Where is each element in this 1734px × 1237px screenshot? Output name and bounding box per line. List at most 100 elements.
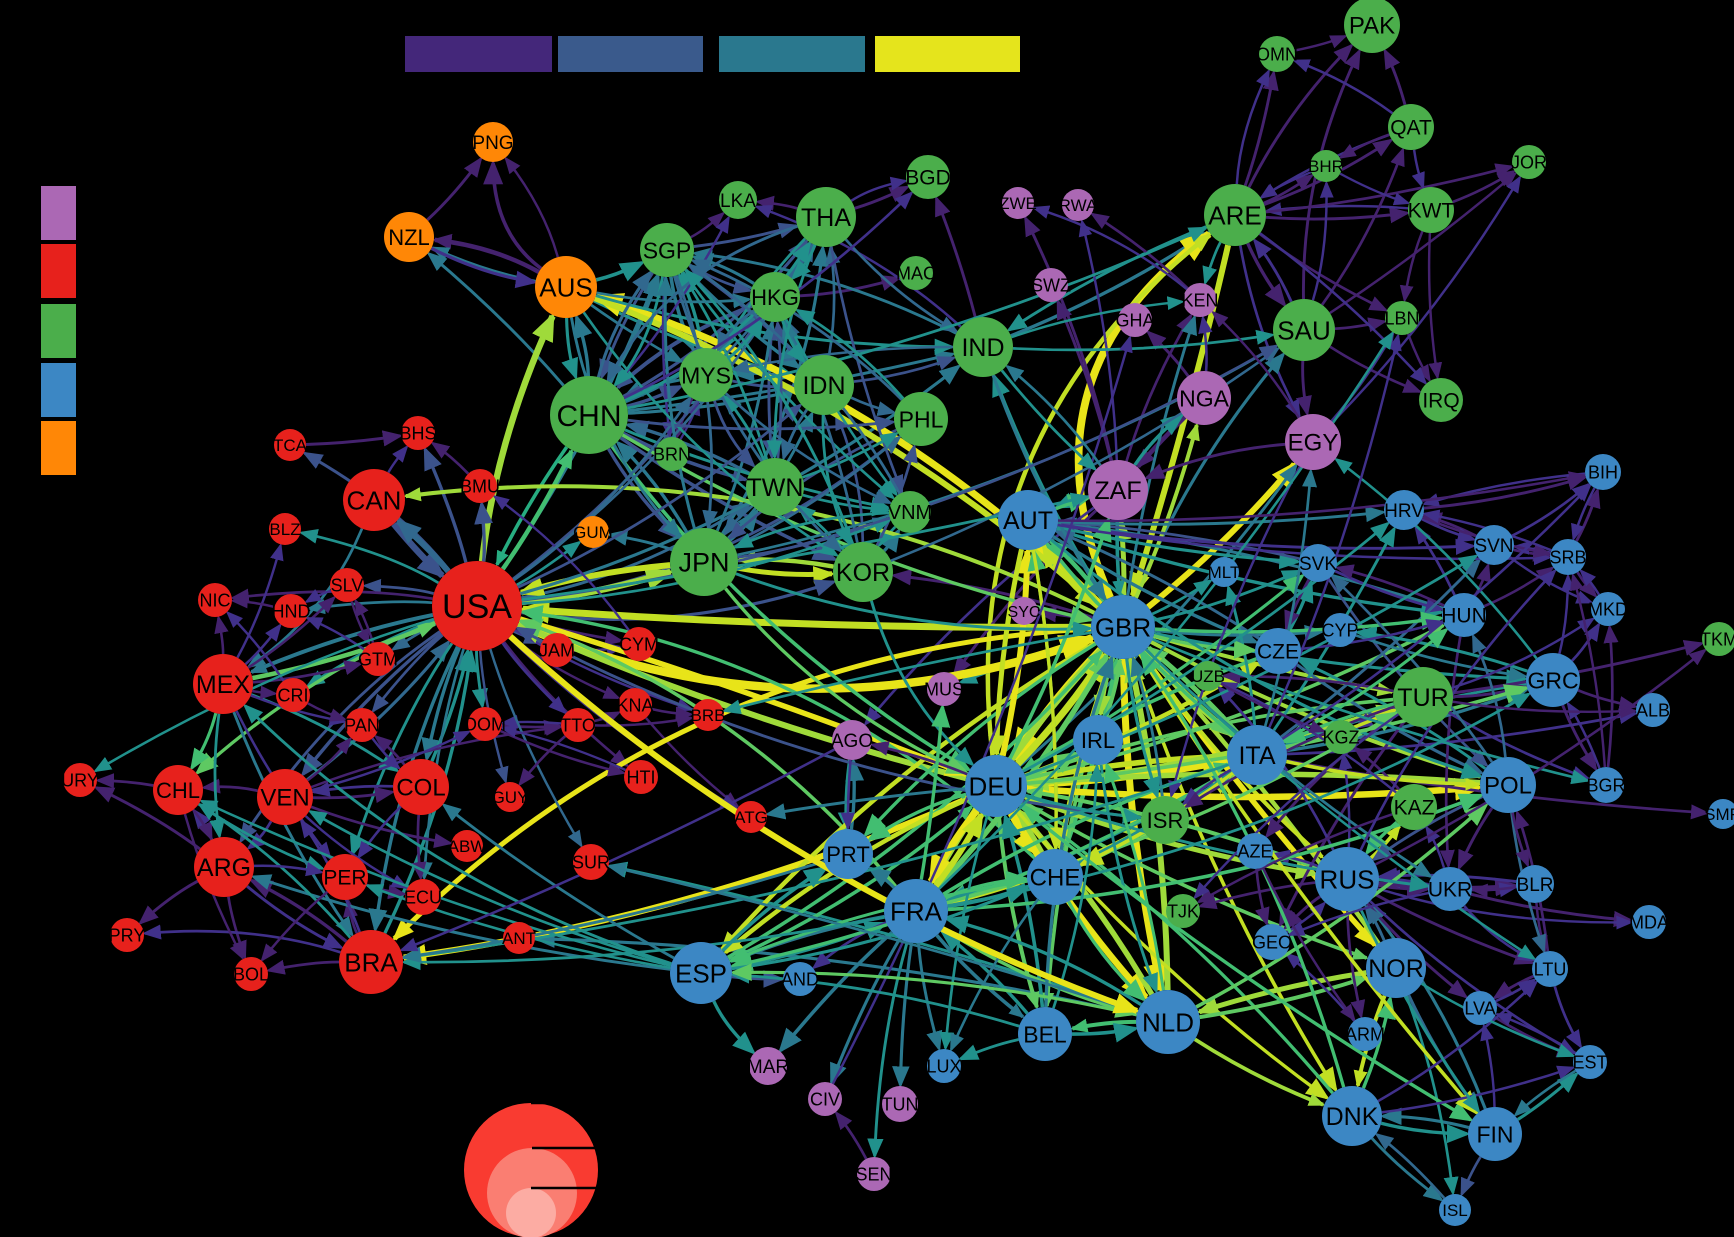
svg-text:LUX: LUX [926,1056,961,1076]
svg-text:ECU: ECU [404,887,442,907]
svg-text:VNM: VNM [888,502,932,524]
svg-text:GBR: GBR [1095,612,1151,642]
svg-text:ARE: ARE [1208,200,1261,230]
svg-text:BGD: BGD [905,167,951,190]
svg-text:GRC: GRC [1527,667,1578,693]
svg-text:RUS: RUS [1320,864,1375,894]
svg-text:MYS: MYS [681,362,731,388]
svg-text:ZWE: ZWE [999,194,1037,213]
svg-text:LKA: LKA [720,191,756,212]
svg-text:KEN: KEN [1181,290,1218,310]
svg-text:JAM: JAM [539,640,575,660]
svg-text:MAC: MAC [896,263,936,283]
svg-text:VEN: VEN [260,785,309,812]
svg-text:MDA: MDA [1629,912,1669,932]
svg-text:ZAF: ZAF [1094,477,1141,505]
svg-text:BRN: BRN [653,444,691,464]
svg-text:AZE: AZE [1237,841,1272,861]
svg-text:UZB: UZB [1191,667,1225,686]
svg-text:TWN: TWN [747,474,804,502]
svg-text:MAR: MAR [747,1057,789,1078]
svg-text:EGY: EGY [1288,430,1339,457]
svg-text:SAU: SAU [1277,315,1330,345]
svg-text:MEX: MEX [196,671,251,699]
svg-text:ALB: ALB [1636,700,1670,720]
svg-text:LTU: LTU [1534,959,1567,979]
svg-text:CRI: CRI [278,685,309,705]
svg-text:SVK: SVK [1299,554,1337,575]
svg-text:CYM: CYM [619,634,659,654]
svg-text:NOR: NOR [1368,955,1424,983]
svg-text:SWZ: SWZ [1031,275,1071,295]
svg-text:SMR: SMR [1704,805,1734,824]
svg-text:MKD: MKD [1588,599,1628,619]
svg-text:ESP: ESP [675,958,727,988]
svg-text:BLZ: BLZ [269,520,300,539]
svg-text:IND: IND [961,334,1004,362]
svg-text:PNG: PNG [472,133,513,154]
svg-text:AUS: AUS [539,272,592,302]
svg-text:SVN: SVN [1474,536,1513,557]
svg-text:IRQ: IRQ [1422,390,1459,413]
svg-text:TJK: TJK [1167,901,1199,921]
svg-text:USA: USA [442,588,512,626]
svg-text:PAK: PAK [1349,13,1395,40]
svg-text:TTO: TTO [560,715,596,735]
svg-text:TKM: TKM [1700,629,1734,649]
svg-text:ATG: ATG [734,808,768,827]
svg-text:KWT: KWT [1408,200,1455,223]
svg-text:ITA: ITA [1238,742,1275,770]
svg-text:UKR: UKR [1428,879,1472,902]
svg-text:BMU: BMU [460,476,500,496]
svg-text:ARG: ARG [197,854,251,882]
svg-text:OMN: OMN [1256,44,1298,64]
svg-text:DOM: DOM [464,714,506,734]
svg-text:AND: AND [781,969,819,989]
svg-text:DNK: DNK [1326,1103,1379,1131]
svg-text:TCA: TCA [273,436,308,455]
svg-text:SYC: SYC [1008,604,1041,621]
svg-text:BRA: BRA [344,947,398,977]
svg-text:URY: URY [61,770,99,790]
svg-text:IRL: IRL [1081,728,1115,753]
svg-text:ISR: ISR [1147,808,1184,833]
svg-text:IDN: IDN [802,372,845,400]
svg-text:RWA: RWA [1059,196,1098,215]
svg-text:GHA: GHA [1115,310,1154,330]
svg-text:KGZ: KGZ [1322,727,1359,747]
svg-text:HKG: HKG [751,285,799,310]
svg-text:PHL: PHL [899,406,944,432]
svg-text:KNA: KNA [616,695,653,715]
svg-text:GEO: GEO [1252,932,1292,952]
svg-text:THA: THA [801,204,851,232]
svg-text:CIV: CIV [810,1089,840,1109]
svg-text:CHL: CHL [156,778,200,803]
svg-text:NZL: NZL [388,225,430,250]
svg-text:PER: PER [323,867,366,890]
svg-text:SRB: SRB [1549,547,1586,567]
svg-text:BRB: BRB [691,706,726,725]
svg-text:NIC: NIC [200,590,231,610]
svg-text:AUT: AUT [1003,507,1053,535]
svg-text:TUR: TUR [1397,684,1448,712]
svg-text:GTM: GTM [358,649,398,669]
svg-text:SLV: SLV [331,575,364,595]
svg-text:PRT: PRT [826,842,870,867]
svg-text:JOR: JOR [1511,152,1547,172]
svg-text:GUY: GUY [492,788,529,807]
svg-text:QAT: QAT [1390,117,1432,140]
svg-text:CHN: CHN [557,400,622,433]
svg-text:SUR: SUR [572,852,610,872]
svg-text:AGO: AGO [831,731,873,752]
svg-text:HND: HND [272,601,311,621]
svg-text:ANT: ANT [502,929,536,948]
svg-text:BIH: BIH [1588,462,1618,482]
svg-text:PAN: PAN [344,715,380,735]
svg-text:BHS: BHS [399,423,436,443]
svg-text:PRY: PRY [109,925,146,945]
svg-text:SGP: SGP [643,237,692,263]
svg-text:BGR: BGR [1586,775,1625,795]
svg-text:DEU: DEU [969,771,1024,801]
svg-text:HTI: HTI [627,767,656,787]
svg-text:TUN: TUN [882,1094,919,1114]
